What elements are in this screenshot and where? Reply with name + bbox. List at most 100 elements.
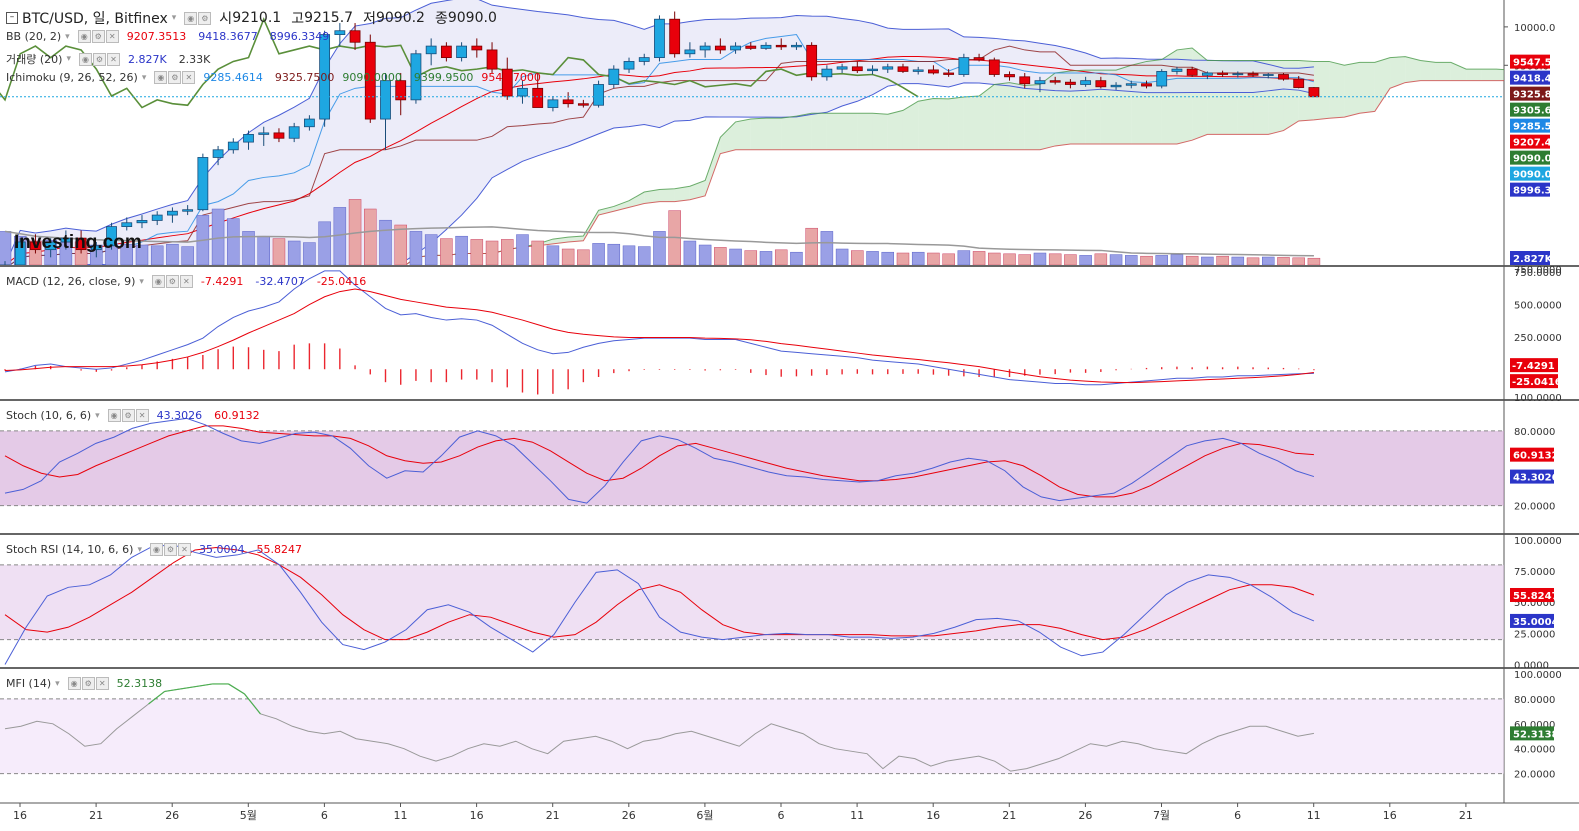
mfi-overbought-segment	[196, 683, 213, 688]
volume-bar	[409, 231, 423, 265]
chevron-down-icon[interactable]: ▾	[55, 678, 60, 689]
ichimoku-cloud-segment	[948, 96, 964, 150]
volume-bar	[744, 250, 758, 265]
price-badge	[1510, 134, 1550, 149]
legend-controls[interactable]: ◉ ⚙ ✕	[151, 275, 193, 288]
candle-body	[121, 222, 133, 227]
chevron-down-icon[interactable]: ▾	[137, 544, 142, 555]
stochrsi-tick-label: 0.0000	[1514, 661, 1549, 672]
macd-tick-label: 100.0000	[1514, 393, 1562, 404]
chevron-down-icon[interactable]: ▾	[139, 276, 144, 287]
ichimoku-tenkan-line	[9, 34, 1315, 265]
volume-bar	[272, 238, 286, 265]
ichimoku-cloud-segment	[933, 98, 949, 150]
legend-controls[interactable]: ◉ ⚙ ✕	[77, 30, 119, 43]
ichimoku-cloud-segment	[766, 118, 782, 150]
x-tick-label: 6	[778, 809, 785, 822]
volume-bar	[166, 243, 179, 265]
candle-body	[1019, 76, 1031, 85]
legend-controls[interactable]: ◉ ⚙ ✕	[150, 543, 191, 556]
candle-body	[714, 45, 726, 51]
volume-bar	[1246, 257, 1260, 265]
chevron-down-icon[interactable]: ▾	[65, 31, 70, 42]
candle-body	[1065, 81, 1076, 85]
candle-body	[608, 68, 620, 85]
x-tick-label: 6월	[696, 809, 713, 822]
volume-bar	[1018, 254, 1031, 265]
volume-ma-line	[4, 226, 1314, 257]
collapse-icon[interactable]: –	[6, 12, 18, 24]
volume-bar	[181, 246, 194, 265]
candle-body	[1247, 73, 1259, 76]
candle-body	[303, 118, 315, 128]
legend-controls[interactable]: ◉ ⚙ ✕	[67, 677, 109, 690]
volume-bar	[394, 224, 407, 265]
mfi-overbought-segment	[148, 690, 165, 705]
candle-body	[684, 49, 696, 55]
macd-badge-label: -7.4291	[1512, 361, 1555, 372]
legend-controls[interactable]: ◉ ⚙ ✕	[107, 409, 149, 422]
chevron-down-icon[interactable]: ▾	[66, 54, 71, 64]
ichimoku-cloud-segment	[887, 110, 903, 150]
volume-bar	[790, 251, 803, 265]
legend-controls[interactable]: ◉ ⚙ ✕	[154, 71, 196, 84]
mfi-legend: MFI (14) ▾ ◉ ⚙ ✕ 52.3138	[6, 677, 163, 690]
stochrsi-tick-label: 100.0000	[1514, 536, 1562, 547]
ichimoku-cloud-segment	[842, 113, 858, 150]
price-badge	[1510, 150, 1550, 165]
x-tick-label: 16	[926, 809, 940, 822]
candle-body	[182, 209, 194, 212]
chevron-down-icon[interactable]: ▾	[141, 72, 147, 83]
volume-bar	[653, 231, 666, 265]
volume-bar	[607, 243, 621, 265]
legend-controls[interactable]: ◉ ⚙ ✕	[78, 52, 120, 66]
volume-bar	[1201, 256, 1214, 265]
candle-body	[638, 57, 650, 62]
ichimoku-cloud-segment	[659, 188, 675, 202]
candle-body	[197, 157, 209, 211]
candle-body	[1201, 72, 1213, 76]
volume-bar	[546, 245, 560, 265]
stochrsi-legend: Stoch RSI (14, 10, 6, 6) ▾ ◉ ⚙ ✕ 35.0004 5…	[6, 543, 302, 556]
mfi-badge	[1510, 726, 1554, 741]
legend-controls[interactable]: ◉ ⚙	[184, 11, 212, 25]
ichimoku-cloud-segment	[1557, 63, 1572, 80]
stoch-badge-label: 43.3026	[1513, 473, 1559, 484]
volume-bar	[364, 208, 377, 265]
ichimoku-cloud-segment	[720, 121, 736, 154]
candle-body	[243, 134, 254, 143]
ichimoku-chikou-line	[0, 17, 919, 109]
candle-body	[1262, 74, 1274, 76]
candle-body	[1080, 80, 1092, 85]
stoch-badge	[1510, 447, 1554, 462]
volume-bar	[257, 235, 270, 265]
mfi-tick-label: 80.0000	[1514, 695, 1555, 706]
stochrsi-badge-label: 35.0004	[1513, 617, 1559, 628]
volume-bar	[379, 219, 392, 265]
stoch-tick-label: 20.0000	[1514, 502, 1555, 513]
ichimoku-cloud-segment	[1466, 69, 1482, 81]
price-badge-label: 9090.0	[1513, 154, 1552, 165]
ichimoku-cloud-segment	[1313, 61, 1330, 120]
macd-signal-badge	[1510, 374, 1558, 389]
x-tick-label: 21	[1459, 809, 1473, 822]
candle-body	[1034, 80, 1046, 85]
x-tick-label: 26	[622, 809, 636, 822]
ichimoku-cloud-segment	[872, 113, 888, 150]
volume-bar	[805, 227, 818, 265]
macd-legend: MACD (12, 26, close, 9) ▾ ◉ ⚙ ✕ -7.4291 -3…	[6, 275, 367, 288]
x-tick-label: 7월	[1153, 809, 1170, 822]
ichimoku-cloud-segment	[613, 200, 630, 212]
chevron-down-icon[interactable]: ▾	[171, 13, 177, 23]
ichimoku-cloud-segment	[902, 101, 919, 150]
mfi-overbought-segment	[180, 685, 197, 690]
ichimoku-cloud-segment	[598, 206, 614, 216]
volume-bar	[972, 251, 986, 265]
candle-body	[1110, 84, 1122, 88]
candle-body	[288, 126, 300, 139]
volume-bar	[714, 247, 727, 265]
ichimoku-cloud-segment	[1359, 62, 1375, 114]
chevron-down-icon[interactable]: ▾	[95, 410, 100, 421]
volume-bar	[577, 249, 590, 265]
x-tick-label: 11	[1307, 809, 1321, 822]
